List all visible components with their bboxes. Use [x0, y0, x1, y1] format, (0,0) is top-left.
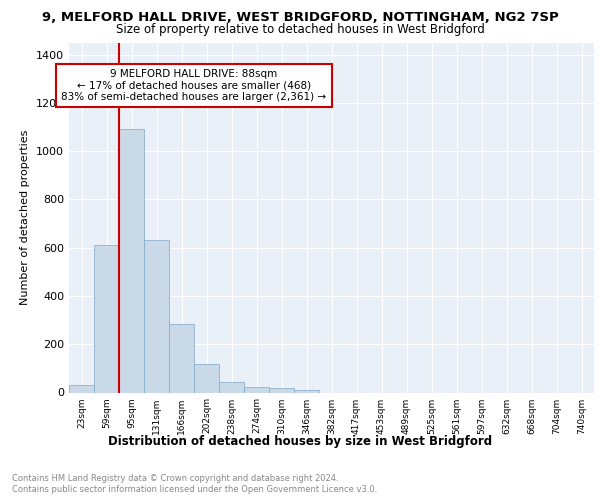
Bar: [119, 130, 144, 392]
Text: Distribution of detached houses by size in West Bridgford: Distribution of detached houses by size …: [108, 435, 492, 448]
Bar: [144, 240, 169, 392]
Bar: [169, 324, 194, 392]
Text: 9 MELFORD HALL DRIVE: 88sqm
← 17% of detached houses are smaller (468)
83% of se: 9 MELFORD HALL DRIVE: 88sqm ← 17% of det…: [61, 69, 326, 102]
Bar: [69, 386, 94, 392]
Bar: [294, 390, 319, 392]
Bar: [194, 364, 219, 392]
Text: Contains public sector information licensed under the Open Government Licence v3: Contains public sector information licen…: [12, 485, 377, 494]
Text: 9, MELFORD HALL DRIVE, WEST BRIDGFORD, NOTTINGHAM, NG2 7SP: 9, MELFORD HALL DRIVE, WEST BRIDGFORD, N…: [41, 11, 559, 24]
Bar: [219, 382, 244, 392]
Bar: [94, 246, 119, 392]
Bar: [269, 388, 294, 392]
Y-axis label: Number of detached properties: Number of detached properties: [20, 130, 31, 305]
Text: Contains HM Land Registry data © Crown copyright and database right 2024.: Contains HM Land Registry data © Crown c…: [12, 474, 338, 483]
Text: Size of property relative to detached houses in West Bridgford: Size of property relative to detached ho…: [116, 22, 484, 36]
Bar: [244, 387, 269, 392]
